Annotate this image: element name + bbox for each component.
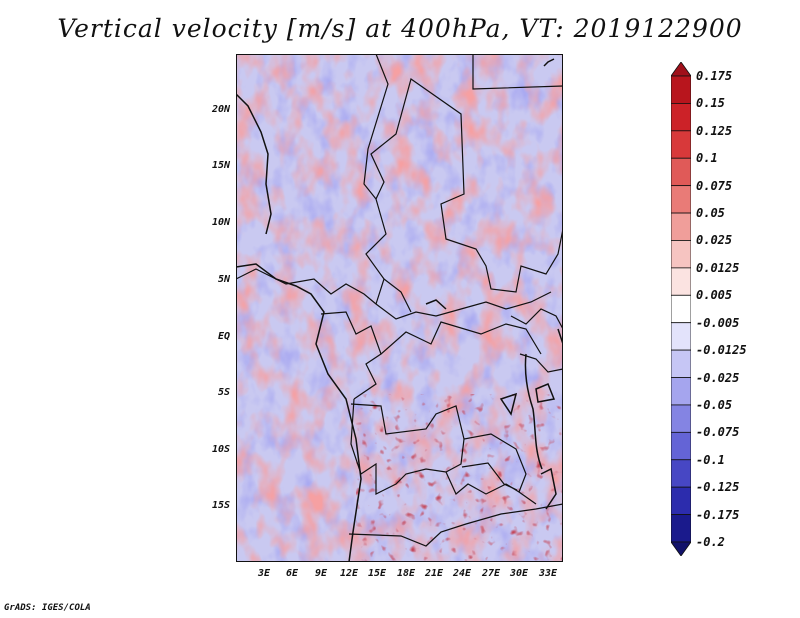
lon-label-15e: 15E (367, 568, 387, 579)
cbar-label: 0.005 (696, 288, 733, 303)
lon-label-6e: 6E (285, 568, 299, 579)
cbar-label: -0.125 (696, 480, 740, 495)
colorbar-swatch (670, 322, 692, 351)
colorbar-swatch (670, 267, 692, 296)
colorbar-swatch (670, 61, 692, 77)
lat-label-5n: 5N (217, 274, 230, 285)
colorbar-swatch (670, 486, 692, 515)
cbar-label: -0.0125 (696, 343, 747, 358)
lon-label-30e: 30E (509, 568, 529, 579)
coastlines-and-lakes (235, 58, 564, 563)
lon-label-18e: 18E (396, 568, 416, 579)
map-title: Vertical velocity [m/s] at 400hPa, VT: 2… (57, 14, 743, 43)
lat-label-eq: EQ (217, 331, 230, 342)
cbar-label: 0.125 (696, 123, 733, 138)
lat-label-10s: 10S (211, 444, 230, 455)
map-panel (231, 53, 564, 563)
cbar-label: 0.175 (696, 69, 733, 83)
colorbar-swatch (670, 541, 692, 557)
lon-label-24e: 24E (452, 568, 472, 579)
lat-label-5s: 5S (217, 387, 230, 398)
map-border (236, 54, 563, 562)
colorbar-swatch (670, 431, 692, 461)
cbar-label: 0.025 (696, 233, 733, 248)
lon-label-3e: 3E (257, 568, 271, 579)
colorbar (670, 61, 692, 557)
cbar-label: -0.2 (696, 535, 725, 549)
lon-label-27e: 27E (481, 568, 501, 579)
colorbar-swatch (670, 294, 692, 324)
lon-label-33e: 33E (538, 568, 558, 579)
cbar-label: -0.025 (696, 370, 740, 385)
lon-label-21e: 21E (424, 568, 444, 579)
colorbar-swatch (670, 514, 692, 543)
colorbar-swatch (670, 404, 692, 433)
colorbar-swatch (670, 185, 692, 214)
lon-label-12e: 12E (339, 568, 359, 579)
cbar-label: 0.15 (696, 96, 725, 111)
lat-label-10n: 10N (211, 217, 230, 228)
country-borders (235, 53, 564, 547)
colorbar-swatch (670, 459, 692, 488)
colorbar-swatch (670, 157, 692, 187)
cbar-label: -0.1 (696, 452, 725, 467)
lat-label-20n: 20N (211, 104, 230, 115)
colorbar-swatch (670, 130, 692, 159)
colorbar-swatch (670, 349, 692, 378)
lon-label-9e: 9E (314, 568, 328, 579)
colorbar-swatch (670, 75, 692, 104)
cbar-label: -0.075 (696, 425, 740, 440)
velocity-field-map (231, 53, 564, 563)
colorbar-swatches (670, 61, 692, 557)
lat-label-15n: 15N (211, 160, 230, 171)
lat-label-15s: 15S (211, 500, 230, 511)
cbar-label: 0.1 (696, 151, 718, 166)
colorbar-swatch (670, 212, 692, 241)
cbar-label: -0.05 (696, 397, 733, 412)
cbar-label: 0.05 (696, 206, 725, 221)
cbar-label: 0.0125 (696, 260, 740, 275)
cbar-label: -0.175 (696, 507, 740, 522)
colorbar-swatch (670, 103, 692, 132)
cbar-label: 0.075 (696, 178, 733, 193)
grads-credit: GrADS: IGES/COLA (4, 603, 91, 613)
colorbar-swatch (670, 377, 692, 406)
colorbar-swatch (670, 240, 692, 269)
cbar-label: -0.005 (696, 315, 740, 330)
